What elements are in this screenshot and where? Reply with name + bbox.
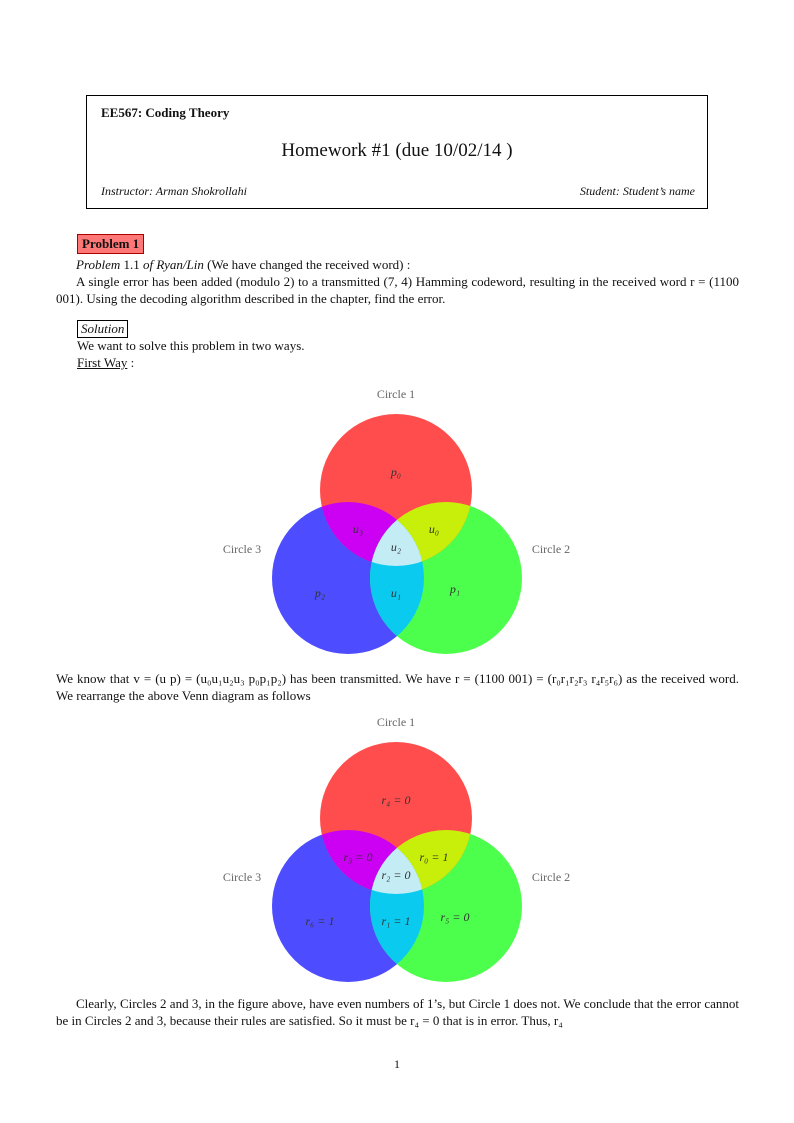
homework-header: EE567: Coding Theory Homework #1 (due 10… bbox=[86, 95, 708, 209]
ref-note: (We have changed the received word) : bbox=[203, 257, 411, 272]
venn-diagram-1: Circle 1 Circle 2 Circle 3 p₀ p₁ p₂ u₀ u₃ u₂ u₁ bbox=[223, 387, 570, 654]
problem-reference: Problem 1.1 of Ryan/Lin (We have changed… bbox=[56, 256, 739, 273]
circle-3-label: Circle 3 bbox=[223, 870, 261, 884]
ref-italic: Problem bbox=[76, 257, 121, 272]
circle-3-label: Circle 3 bbox=[223, 542, 261, 556]
page-number: 1 bbox=[394, 1057, 400, 1071]
ref-num: 1.1 bbox=[120, 257, 144, 272]
label-center: r₂ = 0 bbox=[382, 868, 411, 882]
label-top: r₄ = 0 bbox=[382, 793, 411, 807]
label-left: p₂ bbox=[314, 586, 325, 600]
homework-title: Homework #1 (due 10/02/14 ) bbox=[281, 140, 513, 161]
region-center bbox=[370, 830, 424, 894]
region-center bbox=[370, 502, 424, 566]
venn-diagram-2: Circle 1 Circle 2 Circle 3 r₄ = 0 r₅ = 0 r₆ =… bbox=[223, 715, 570, 982]
paragraph-transmitted: We know that v = (u p) = (u₀u₁u₂u₃ p₀p₁p… bbox=[56, 671, 739, 703]
paragraph-conclusion: Clearly, Circles 2 and 3, in the figure … bbox=[56, 996, 739, 1028]
circle-2-label: Circle 2 bbox=[532, 870, 570, 884]
label-right: p₁ bbox=[449, 582, 460, 596]
first-way-suffix: : bbox=[127, 355, 135, 370]
label-bottom: r₁ = 1 bbox=[382, 914, 411, 928]
label-right: r₅ = 0 bbox=[441, 910, 470, 924]
solution-intro: We want to solve this problem in two way… bbox=[77, 338, 305, 353]
label-top: p₀ bbox=[390, 465, 401, 479]
instructor-name: Instructor: Arman Shokrollahi bbox=[101, 184, 247, 198]
label-center: u₂ bbox=[391, 540, 401, 554]
course-name: EE567: Coding Theory bbox=[101, 105, 230, 120]
first-way-label: First Way bbox=[77, 355, 128, 370]
student-name: Student: Student’s name bbox=[579, 184, 695, 198]
label-bottom: u₁ bbox=[391, 586, 401, 600]
solution-label: Solution bbox=[77, 320, 129, 338]
circle-1-label: Circle 1 bbox=[377, 387, 415, 401]
label-top-left: u₃ bbox=[353, 522, 363, 536]
problem-statement: A single error has been added (modulo 2)… bbox=[56, 274, 739, 306]
label-left: r₆ = 1 bbox=[306, 914, 335, 928]
circle-1-label: Circle 1 bbox=[377, 715, 415, 729]
problem-badge: Problem 1 bbox=[77, 234, 145, 254]
label-top-right: r₀ = 1 bbox=[420, 850, 449, 864]
ref-source: of Ryan/Lin bbox=[143, 257, 204, 272]
label-top-right: u₀ bbox=[429, 522, 439, 536]
circle-2-label: Circle 2 bbox=[532, 542, 570, 556]
label-top-left: r₃ = 0 bbox=[344, 850, 373, 864]
first-way-heading: First Way : bbox=[77, 354, 737, 371]
